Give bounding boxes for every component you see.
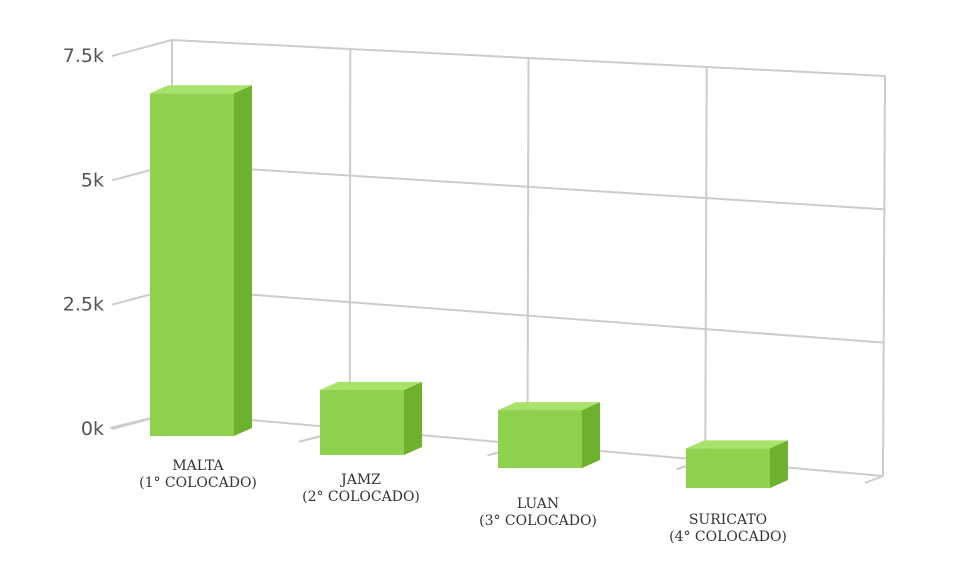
bar-top-2 <box>498 402 600 411</box>
x-label-name-2: LUAN <box>517 496 559 512</box>
grid-divider-2 <box>526 57 530 445</box>
bar-side-1 <box>404 381 422 455</box>
bar-luan <box>498 402 600 468</box>
x-label-name-0: MALTA <box>172 458 224 474</box>
bar-top-1 <box>320 381 422 390</box>
y-tick-mark-3 <box>111 39 173 57</box>
grid-divider-1 <box>348 48 352 429</box>
bar-front-0 <box>150 93 234 436</box>
x-label-name-1: JAMZ <box>339 472 381 488</box>
y-tick-label-3: 7.5k <box>63 45 104 67</box>
bar-jamz <box>320 381 422 455</box>
x-label-place-2: (3° COLOCADO) <box>479 513 597 529</box>
bar-series <box>150 85 788 488</box>
bar-front-2 <box>498 410 582 468</box>
x-label-name-3: SURICATO <box>689 512 767 528</box>
x-label-place-0: (1° COLOCADO) <box>139 475 257 491</box>
bar-side-3 <box>770 440 788 488</box>
bar-suricato <box>686 440 788 488</box>
y-tick-label-0: 0k <box>81 418 104 440</box>
bar-side-0 <box>234 85 252 436</box>
y-tick-label-2: 5k <box>81 169 104 191</box>
grid-divider-4 <box>882 75 886 477</box>
floor-line-4 <box>864 475 884 484</box>
bar-top-0 <box>150 85 252 94</box>
x-axis: MALTA(1° COLOCADO) JAMZ(2° COLOCADO) LUAN(… <box>139 458 787 545</box>
bar-malta <box>150 85 252 436</box>
x-label-place-1: (2° COLOCADO) <box>302 489 420 505</box>
bar-top-3 <box>686 440 788 449</box>
bar-side-2 <box>582 402 600 468</box>
grid-divider-3 <box>704 66 708 461</box>
y-tick-label-1: 2.5k <box>63 294 104 316</box>
x-label-place-3: (4° COLOCADO) <box>669 529 787 545</box>
bar-front-1 <box>320 389 404 455</box>
bar-front-3 <box>686 448 770 488</box>
